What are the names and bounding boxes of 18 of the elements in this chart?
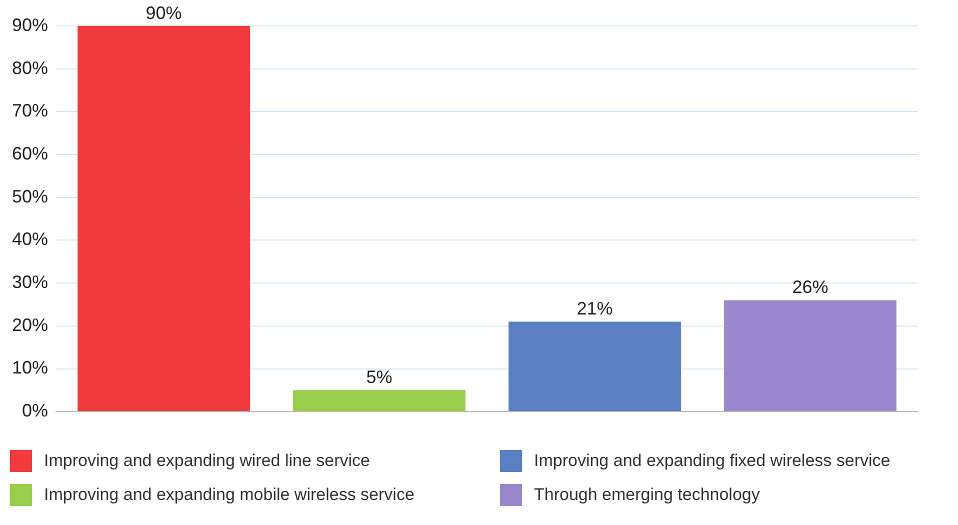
- data-label: 5%: [366, 367, 392, 388]
- y-tick-label: 60%: [12, 144, 48, 164]
- y-tick-label: 70%: [12, 100, 48, 121]
- y-tick-label: 80%: [12, 58, 48, 78]
- y-tick-label: 0%: [22, 400, 48, 421]
- legend-label: Through emerging technology: [534, 485, 760, 505]
- legend-label: Improving and expanding mobile wireless service: [44, 485, 414, 505]
- y-tick-label: 10%: [12, 358, 48, 378]
- y-tick-label: 40%: [12, 229, 48, 250]
- y-tick-label: 20%: [12, 314, 48, 335]
- data-label: 21%: [576, 298, 613, 319]
- y-tick-label: 50%: [12, 186, 48, 206]
- y-tick-label: 30%: [12, 272, 48, 292]
- data-label: 26%: [792, 277, 828, 298]
- data-label: 90%: [146, 2, 182, 23]
- y-tick-label: 90%: [12, 14, 48, 35]
- legend-label: Improving and expanding wired line service: [44, 451, 370, 471]
- legend-label: Improving and expanding fixed wireless service: [534, 451, 890, 471]
